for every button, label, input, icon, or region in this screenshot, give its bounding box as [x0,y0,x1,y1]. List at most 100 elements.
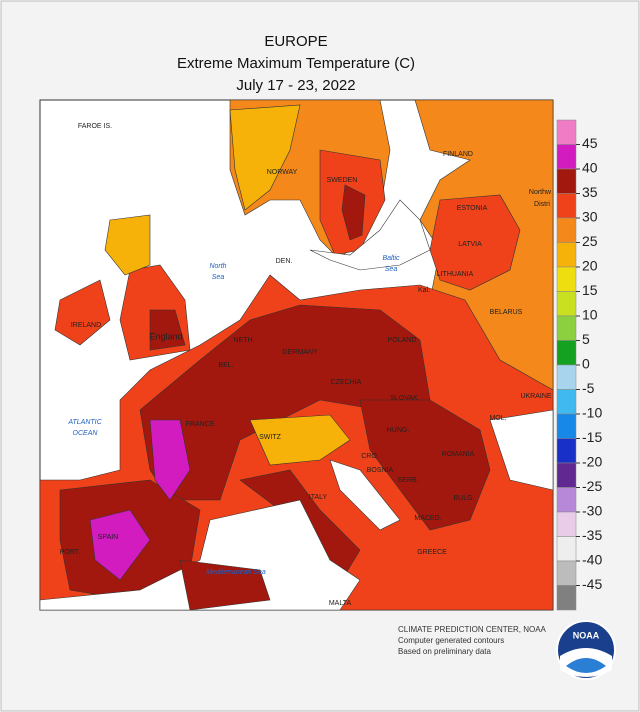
legend-swatch [556,266,577,292]
legend-label: 35 [582,184,598,200]
legend-swatch [556,364,577,390]
adriatic [329,459,401,531]
legend-swatch [556,438,577,464]
alps [249,414,351,466]
date: July 17 - 23, 2022 [236,77,355,94]
legend-label: -35 [582,527,602,543]
label: BULG. [453,495,474,502]
sweden-hot [341,184,366,241]
label: NETH. [234,337,255,344]
legend-label: -25 [582,478,602,494]
map: FAROE IS. NORWAY SWEDEN FINLAND ESTONIA … [39,99,554,611]
legend-swatch [556,217,577,243]
mediterranean [40,499,361,610]
legend-swatch [556,340,577,366]
legend-label: -40 [582,552,602,568]
legend-label: 5 [582,331,590,347]
legend: 45 40 35 30 25 20 15 10 5 0 -5 -10 -15 -20 -25 -30 -35 -4… [556,119,602,611]
legend-label: 0 [582,356,590,372]
legend-swatch [556,193,577,219]
legend-swatch [556,560,577,586]
legend-label: -10 [582,405,602,421]
label: BEL. [218,362,233,369]
legend-label: 20 [582,258,598,274]
sea-label: OCEAN [73,430,99,437]
label: FRANCE [186,421,215,428]
label: Distri [534,201,550,208]
ireland [54,279,111,346]
credit: CLIMATE PREDICTION CENTER, NOAA [398,625,547,634]
label: IRELAND [71,322,101,329]
label: NORWAY [267,169,298,176]
legend-label: 45 [582,135,598,151]
north-africa [179,559,271,610]
baltics [429,194,521,291]
legend-label: -15 [582,429,602,445]
france-extreme [149,419,191,501]
label: SPAIN [98,534,119,541]
legend-swatch [556,315,577,341]
label: CRO. [361,453,379,460]
legend-swatch [556,585,577,611]
label: LITHUANIA [437,271,474,278]
sea-label: Mediterranean Sea [206,569,266,576]
legend-label: -20 [582,454,602,470]
baltic [309,199,431,271]
legend-swatch [556,462,577,488]
england-hot [149,309,186,351]
legend-swatch [556,119,577,145]
label: England [149,331,182,341]
label: MOL. [489,415,506,422]
legend-swatch [556,291,577,317]
legend-swatch [556,536,577,562]
legend-label: -30 [582,503,602,519]
label: MALTA [329,600,352,607]
sea-label: Baltic [382,255,400,262]
label: Northw [529,189,552,196]
label: BOSNIA [367,467,394,474]
scotland [104,214,151,276]
subtitle: Extreme Maximum Temperature (C) [177,55,415,72]
label: ROMANIA [442,451,475,458]
title: EUROPE [264,33,327,50]
label: PORT. [60,549,81,556]
label: DEN. [276,258,293,265]
label: ITALY [309,494,328,501]
label: UKRAINE [520,393,551,400]
legend-label: 15 [582,282,598,298]
label: FAROE IS. [78,123,112,130]
legend-label: 10 [582,307,598,323]
legend-swatch [556,389,577,415]
credit: Based on preliminary data [398,647,491,656]
legend-swatch [556,511,577,537]
balkans-hot [359,399,491,531]
sea-label: Sea [385,266,398,273]
label: BELARUS [490,309,523,316]
legend-swatch [556,144,577,170]
legend-label: -45 [582,576,602,592]
legend-swatch [556,168,577,194]
legend-swatch [556,242,577,268]
label: GREECE [417,549,447,556]
legend-swatch [556,487,577,513]
label: FINLAND [443,151,473,158]
label: SLOVAK. [390,395,419,402]
logo-text: NOAA [573,630,600,640]
sea-label: North [209,263,226,270]
legend-label: 30 [582,209,598,225]
legend-label: 40 [582,160,598,176]
label: POLAND [388,337,417,344]
sea-label: ATLANTIC [67,419,102,426]
label: ESTONIA [457,205,488,212]
norway-cool [229,104,301,211]
label: Kal. [418,287,430,294]
label: SWEDEN [327,177,358,184]
label: CZECHIA [331,379,362,386]
legend-label: 25 [582,233,598,249]
label: SWITZ [259,434,281,441]
noaa-logo: NOAA [556,620,616,680]
credit: Computer generated contours [398,636,504,645]
sea-label: Sea [212,274,225,281]
label: LATVIA [458,241,482,248]
